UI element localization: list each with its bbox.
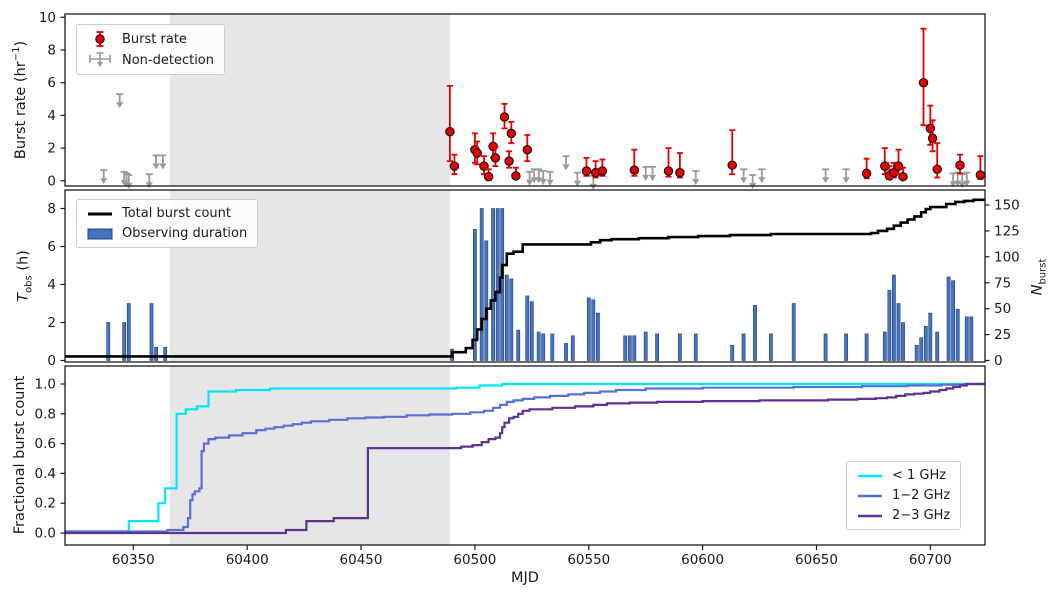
y-axis-label-nburst: Nburst	[1029, 258, 1049, 296]
legend-label: < 1 GHz	[892, 468, 947, 483]
svg-text:60350: 60350	[112, 552, 155, 568]
svg-text:0.4: 0.4	[35, 466, 56, 482]
svg-text:6: 6	[47, 239, 56, 255]
y-axis-label-fractional: Fractional burst count	[12, 375, 28, 535]
svg-text:4: 4	[47, 277, 56, 293]
svg-text:4: 4	[47, 108, 56, 124]
legend-item-total-burst-count: Total burst count	[87, 205, 247, 222]
legend-label: 1−2 GHz	[892, 488, 951, 503]
legend-label: Total burst count	[122, 206, 232, 221]
svg-text:60400: 60400	[226, 552, 269, 568]
svg-text:50: 50	[994, 301, 1011, 317]
svg-text:100: 100	[994, 249, 1020, 265]
svg-text:0.0: 0.0	[35, 526, 56, 542]
y-axis-label-tobs: Tobs (h)	[15, 250, 35, 302]
legend-item-observing-duration: Observing duration	[87, 225, 247, 242]
legend-burst-rate-panel: Burst rate Non-detection	[76, 24, 226, 75]
legend-item-2-3ghz: 2−3 GHz	[857, 507, 950, 524]
svg-text:0: 0	[994, 353, 1003, 369]
band-2-3ghz-line-icon	[857, 509, 883, 523]
legend-label: 2−3 GHz	[892, 508, 951, 523]
legend-item-non-detection: Non-detection	[87, 51, 214, 69]
y-axis-label-burst-rate: Burst rate (hr−1)	[11, 40, 29, 160]
legend-middle-panel: Total burst count Observing duration	[76, 199, 259, 248]
svg-text:25: 25	[994, 327, 1011, 343]
svg-text:0: 0	[47, 353, 56, 369]
svg-text:60600: 60600	[681, 552, 724, 568]
svg-text:6: 6	[47, 75, 56, 91]
x-axis-label: MJD	[511, 570, 539, 586]
burst-rate-marker-icon	[87, 30, 113, 48]
svg-text:60550: 60550	[567, 552, 610, 568]
lt1ghz-line-icon	[857, 469, 883, 483]
svg-text:2: 2	[47, 315, 56, 331]
observing-duration-patch-icon	[87, 227, 113, 241]
svg-text:0: 0	[47, 173, 56, 189]
svg-text:0.8: 0.8	[35, 406, 56, 422]
svg-text:8: 8	[47, 43, 56, 59]
svg-text:60450: 60450	[340, 552, 383, 568]
svg-text:150: 150	[994, 198, 1020, 214]
svg-text:60500: 60500	[453, 552, 496, 568]
svg-text:0.2: 0.2	[35, 496, 56, 512]
svg-text:1.0: 1.0	[35, 377, 56, 393]
legend-label: Observing duration	[122, 226, 248, 241]
legend-label: Non-detection	[122, 52, 215, 68]
legend-item-1-2ghz: 1−2 GHz	[857, 487, 950, 504]
svg-text:60700: 60700	[909, 552, 952, 568]
non-detection-marker-icon	[87, 51, 113, 69]
legend-item-lt1ghz: < 1 GHz	[857, 467, 950, 484]
legend-item-burst-rate: Burst rate	[87, 30, 214, 48]
legend-bottom-panel: < 1 GHz 1−2 GHz 2−3 GHz	[846, 461, 962, 530]
band-1-2ghz-line-icon	[857, 489, 883, 503]
svg-text:2: 2	[47, 141, 56, 157]
svg-text:60650: 60650	[795, 552, 838, 568]
svg-text:125: 125	[994, 223, 1020, 239]
svg-text:0.6: 0.6	[35, 436, 56, 452]
svg-text:8: 8	[47, 201, 56, 217]
svg-text:75: 75	[994, 275, 1011, 291]
legend-label: Burst rate	[122, 31, 187, 47]
total-burst-count-line-icon	[87, 207, 113, 221]
svg-text:10: 10	[39, 10, 56, 26]
